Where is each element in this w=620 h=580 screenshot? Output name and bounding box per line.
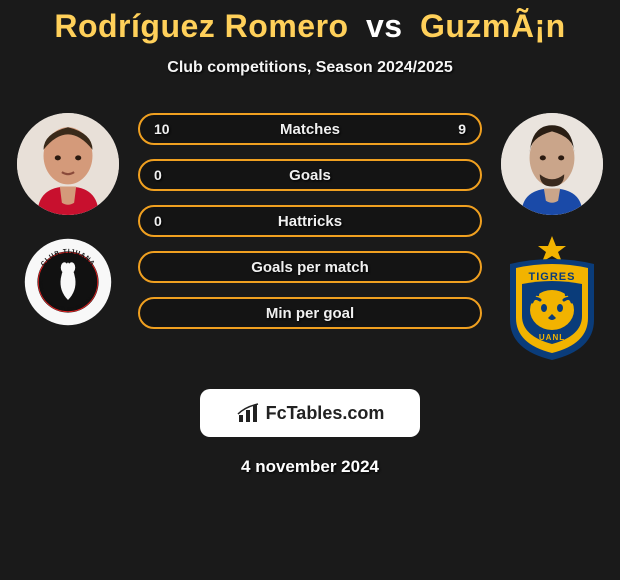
- title-vs: vs: [366, 8, 403, 44]
- svg-text:UANL: UANL: [539, 333, 565, 342]
- footer-logo-text: FcTables.com: [266, 403, 385, 424]
- comparison-card: Rodríguez Romero vs GuzmÃ¡n Club competi…: [0, 0, 620, 477]
- footer-logo: FcTables.com: [200, 389, 420, 437]
- stat-row-goals: 0 Goals: [138, 159, 482, 191]
- stat-left-value: 0: [154, 213, 162, 229]
- player-head-icon: [501, 113, 603, 215]
- right-side: TIGRES UANL: [492, 113, 612, 357]
- stat-bars: 10 Matches 9 0 Goals 0 Hattricks Goals p…: [128, 113, 492, 357]
- stat-label: Hattricks: [278, 213, 342, 230]
- subtitle: Club competitions, Season 2024/2025: [0, 59, 620, 77]
- left-player-avatar: [17, 113, 119, 215]
- player-head-icon: [17, 113, 119, 215]
- stat-label: Matches: [280, 121, 340, 138]
- bar-chart-icon: [236, 401, 260, 425]
- right-player-avatar: [501, 113, 603, 215]
- stat-left-value: 0: [154, 167, 162, 183]
- title-player2: GuzmÃ¡n: [420, 8, 566, 44]
- title-player1: Rodríguez Romero: [54, 8, 348, 44]
- date-text: 4 november 2024: [0, 457, 620, 477]
- stat-row-gpm: Goals per match: [138, 251, 482, 283]
- stat-label: Goals: [289, 167, 331, 184]
- stat-row-mpg: Min per goal: [138, 297, 482, 329]
- left-side: CLUB TIJUANA XOLOITZCUINTLES DE CALIENTE: [8, 113, 128, 357]
- stat-label: Goals per match: [251, 259, 369, 276]
- left-club-badge: CLUB TIJUANA XOLOITZCUINTLES DE CALIENTE: [23, 237, 113, 327]
- club-tijuana-badge-icon: CLUB TIJUANA XOLOITZCUINTLES DE CALIENTE: [23, 237, 113, 327]
- content-row: CLUB TIJUANA XOLOITZCUINTLES DE CALIENTE…: [0, 113, 620, 357]
- stat-row-hattricks: 0 Hattricks: [138, 205, 482, 237]
- stat-label: Min per goal: [266, 305, 354, 322]
- stat-right-value: 9: [458, 121, 466, 137]
- tigres-badge-icon: TIGRES UANL: [492, 232, 612, 362]
- right-club-badge: TIGRES UANL: [492, 237, 612, 357]
- svg-text:TIGRES: TIGRES: [529, 271, 576, 283]
- page-title: Rodríguez Romero vs GuzmÃ¡n: [0, 8, 620, 45]
- stat-row-matches: 10 Matches 9: [138, 113, 482, 145]
- stat-left-value: 10: [154, 121, 170, 137]
